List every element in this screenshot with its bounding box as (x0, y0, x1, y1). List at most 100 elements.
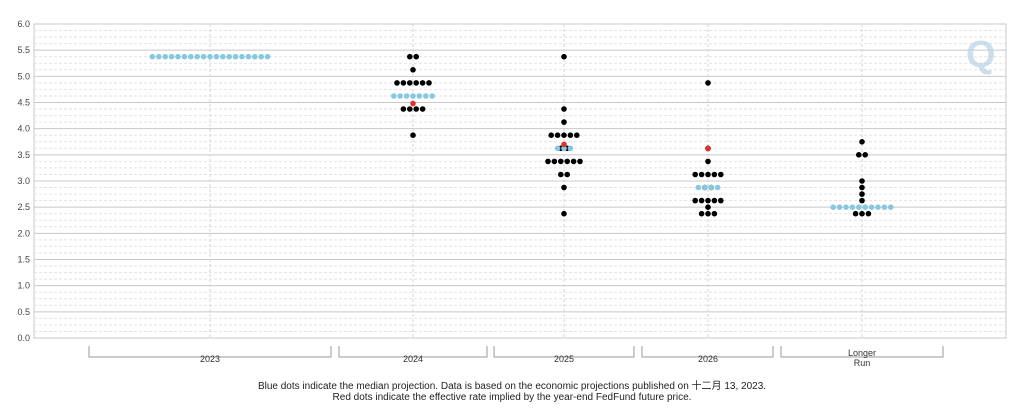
projection-dot (407, 106, 413, 112)
y-tick-label: 0.0 (17, 333, 30, 343)
category-label: Run (854, 358, 871, 368)
median-dot (714, 184, 721, 191)
y-tick-label: 2.0 (17, 228, 30, 238)
median-dot (168, 53, 175, 60)
projection-dot (419, 106, 426, 112)
y-tick-label: 3.0 (17, 176, 30, 186)
footnote-market: Red dots indicate the effective rate imp… (332, 392, 692, 403)
projection-dot (394, 80, 400, 86)
y-tick-label: 3.5 (17, 150, 30, 160)
projection-dot (856, 152, 862, 158)
median-dot (239, 53, 245, 60)
median-dot (252, 53, 258, 60)
projection-dot (698, 171, 705, 178)
median-dot (561, 145, 567, 152)
median-dot (429, 93, 436, 99)
category-label: 2024 (403, 354, 423, 364)
projection-dot (718, 197, 724, 204)
watermark-logo: Q (966, 34, 996, 76)
category-brackets (88, 346, 944, 358)
median-dot (862, 204, 868, 210)
footnote-median: Blue dots indicate the median projection… (257, 381, 767, 392)
projection-dot (711, 171, 718, 178)
median-dot (264, 53, 271, 60)
projection-dot (426, 80, 432, 86)
grid-lines (33, 23, 1007, 339)
projection-dot (400, 106, 407, 112)
median-dot (836, 204, 843, 210)
projection-dot (561, 184, 567, 191)
projection-dot (859, 197, 865, 204)
median-dot (868, 204, 875, 210)
projection-dot (545, 158, 551, 165)
median-dot (416, 93, 423, 99)
median-dot (702, 184, 708, 191)
category-label: Longer (848, 348, 876, 358)
y-tick-label: 1.5 (17, 255, 30, 265)
y-tick-label: 0.5 (17, 307, 30, 317)
projection-dot (564, 171, 570, 178)
median-dot (245, 53, 252, 60)
projection-dot (859, 191, 865, 197)
category-bracket (88, 346, 332, 358)
projection-dot (698, 197, 705, 204)
median-dot (410, 93, 416, 99)
median-dot (175, 53, 181, 60)
median-dot (554, 145, 561, 152)
projection-dot (577, 158, 583, 165)
projection-dot (705, 158, 711, 165)
median-dot (423, 93, 429, 99)
projection-dot (561, 119, 567, 125)
category-bracket (493, 346, 635, 358)
y-tick-label: 2.5 (17, 202, 30, 212)
y-tick-label: 5.5 (17, 45, 30, 55)
projection-dot (574, 132, 580, 138)
y-tick-label: 4.5 (17, 98, 30, 108)
median-dot (226, 53, 232, 60)
y-tick-label: 6.0 (17, 19, 30, 29)
market-dot (410, 100, 416, 107)
median-dot (403, 93, 410, 99)
projection-dot (554, 132, 561, 138)
projection-dot (548, 132, 554, 138)
y-tick-label: 4.0 (17, 124, 30, 134)
projection-dot (859, 178, 865, 184)
projection-dot (407, 53, 413, 60)
projection-dot (718, 171, 724, 178)
median-dot (567, 145, 574, 152)
category-bracket (641, 346, 774, 358)
projection-dot (561, 132, 567, 138)
projection-dot (865, 210, 872, 217)
median-dot (258, 53, 265, 60)
projection-dot (413, 53, 420, 60)
projection-dot (419, 80, 426, 86)
median-dot (188, 53, 194, 60)
category-label: 2026 (698, 354, 718, 364)
projection-dot (711, 197, 718, 204)
projection-dot (400, 80, 407, 86)
median-dot (856, 204, 862, 210)
projection-dot (407, 80, 413, 86)
dots (149, 53, 894, 217)
category-bracket (338, 346, 488, 358)
median-dot (200, 53, 207, 60)
projection-dot (705, 210, 711, 217)
projection-dot (410, 67, 416, 73)
median-dot (194, 53, 200, 60)
median-dot (888, 204, 894, 210)
projection-dot (705, 80, 711, 86)
projection-dot (859, 184, 865, 191)
projection-dot (705, 204, 711, 210)
median-dot (181, 53, 188, 60)
median-dot (207, 53, 213, 60)
projection-dot (698, 210, 705, 217)
projection-dot (561, 210, 567, 217)
median-dot (843, 204, 849, 210)
projection-dot (859, 139, 865, 145)
median-dot (830, 204, 836, 210)
median-dot (397, 93, 404, 99)
projection-dot (705, 197, 711, 204)
median-dot (232, 53, 239, 60)
projection-dot (859, 210, 865, 217)
